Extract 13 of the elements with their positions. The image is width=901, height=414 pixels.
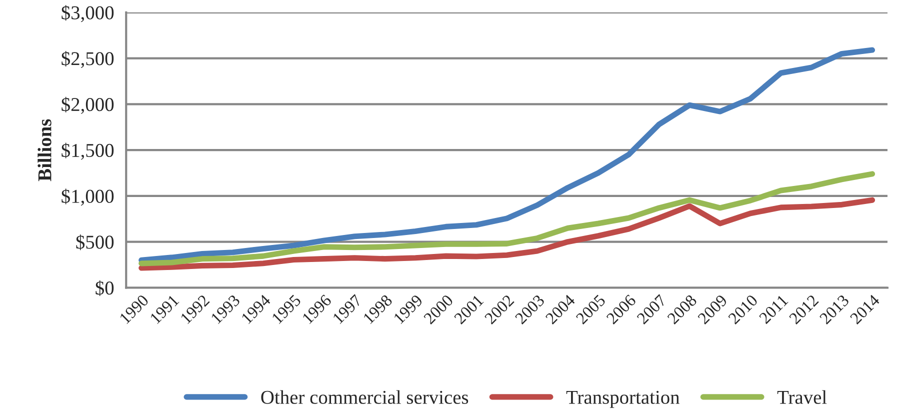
y-tick-label: $1,500: [62, 142, 114, 160]
legend-label: Other commercial services: [261, 390, 468, 404]
y-tick-label: $0: [96, 280, 114, 296]
legend-label: Travel: [777, 390, 827, 404]
y-tick-label: $2,500: [62, 50, 114, 68]
x-tick-label: 2011: [758, 294, 788, 324]
x-tick-label: 1991: [150, 294, 180, 324]
y-tick-label: $2,000: [62, 96, 114, 114]
y-tick-label: $1,000: [62, 188, 114, 206]
legend-label: Transportation: [566, 390, 680, 408]
y-tick-label: $3,000: [62, 5, 114, 22]
y-axis-title: Billions: [38, 119, 52, 182]
y-tick-label: $500: [76, 234, 114, 250]
